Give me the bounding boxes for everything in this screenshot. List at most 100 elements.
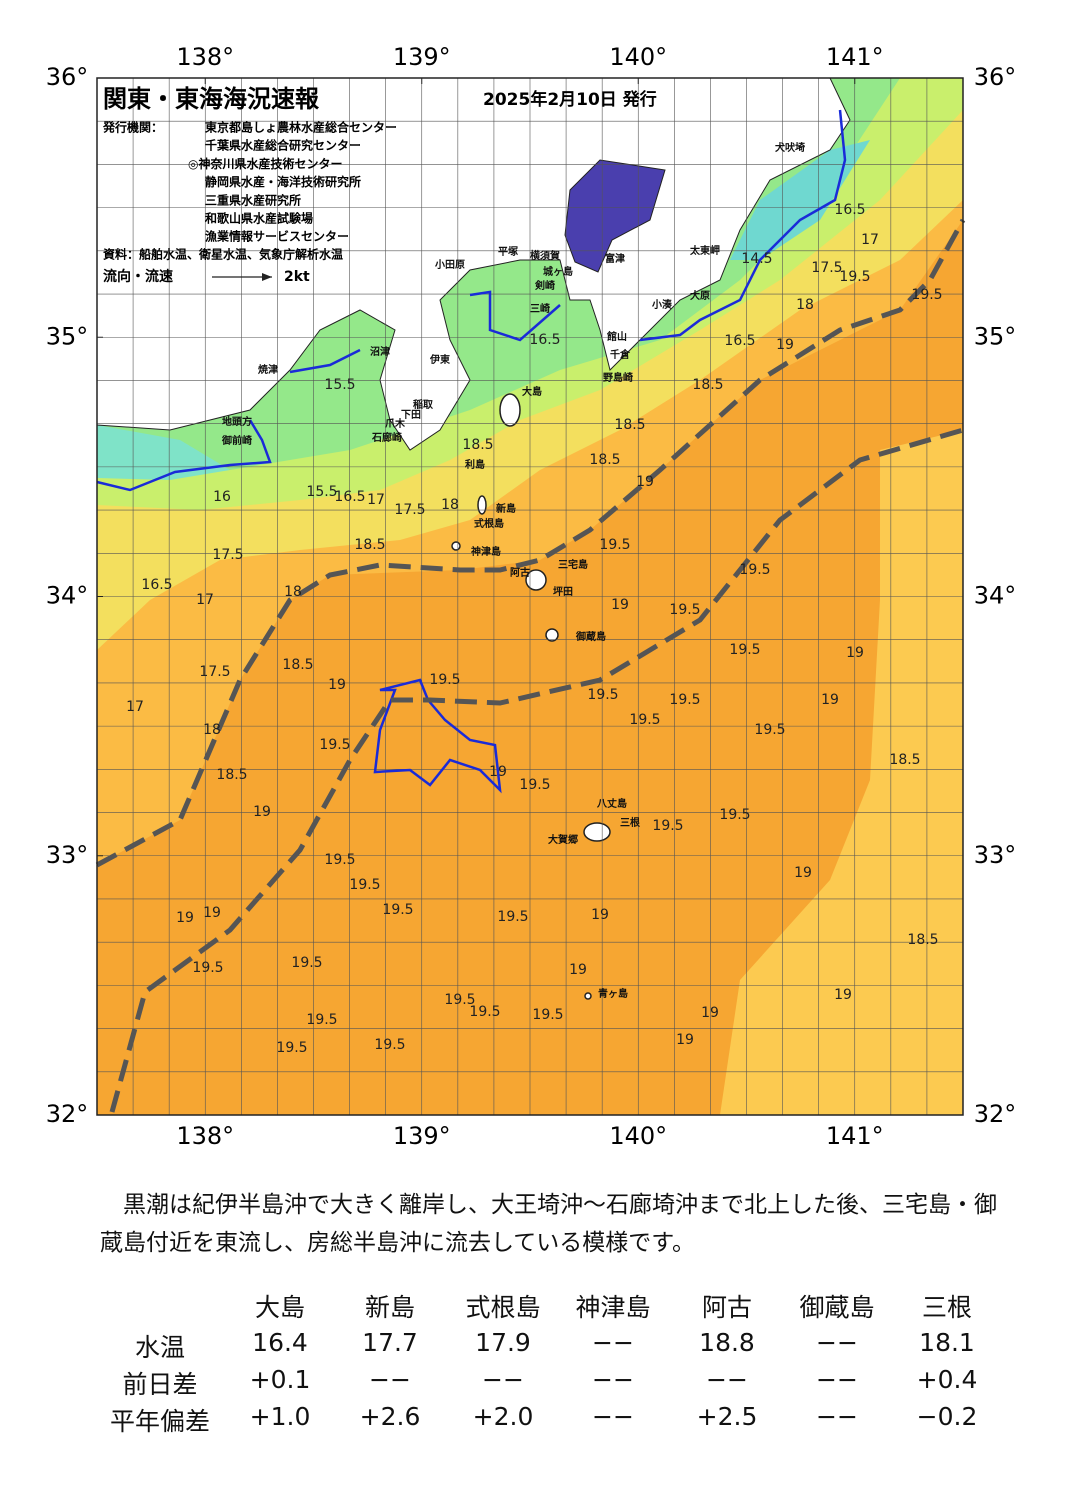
column-header: 新島 (364, 1293, 416, 1322)
island (583, 822, 611, 842)
place-name: 阿古 (510, 566, 530, 579)
cell: 18.8 (699, 1328, 755, 1357)
contour-label: 19 (203, 905, 221, 921)
cell: −− (592, 1402, 634, 1431)
contour-label: 15.5 (306, 484, 337, 500)
legend-speed: 2kt (284, 269, 310, 285)
y-tick-label: 36° (974, 63, 1017, 91)
contour-line (96, 419, 272, 492)
y-tick-label: 32° (46, 1100, 89, 1128)
contour-label: 17 (367, 492, 385, 508)
contour-label: 19.5 (349, 877, 380, 893)
place-name: 大原 (690, 289, 710, 302)
y-tick-label: 33° (974, 841, 1017, 869)
legend-label: 流向・流速 (103, 268, 173, 285)
contour-label: 19 (253, 804, 271, 820)
cell: +0.4 (916, 1365, 978, 1394)
row-label: 平年偏差 (109, 1407, 211, 1436)
contour-label: 18.5 (282, 657, 313, 673)
place-name: 太東岬 (689, 244, 720, 257)
contour-label: 17 (126, 699, 144, 715)
place-name: 御蔵島 (575, 630, 606, 643)
place-name: 小湊 (651, 298, 673, 311)
contour-label: 19 (569, 962, 587, 978)
y-tick-label: 36° (46, 63, 89, 91)
contour-label: 19 (328, 677, 346, 693)
place-name: 野島崎 (603, 371, 633, 384)
grid (97, 78, 963, 1115)
cell: −− (816, 1328, 858, 1357)
contour-label: 18.5 (354, 537, 385, 553)
contour-label: 19.5 (532, 1007, 563, 1023)
cell: 17.9 (475, 1328, 531, 1357)
cell: +2.0 (472, 1402, 534, 1431)
sea-band (97, 425, 230, 480)
contour-label: 19.5 (192, 960, 223, 976)
x-tick-label: 140° (609, 1122, 667, 1150)
contour-label: 17 (861, 232, 879, 248)
kuroshio (95, 218, 966, 1113)
contour-label: 16.5 (724, 333, 755, 349)
contour-label: 19.5 (382, 902, 413, 918)
y-tick-label: 35° (974, 322, 1017, 350)
place-name: 御前崎 (221, 434, 252, 447)
contour-label: 19 (776, 337, 794, 353)
place-name: 坪田 (553, 585, 573, 598)
blue-contours (96, 109, 847, 794)
contour-label: 19.5 (319, 737, 350, 753)
place-name: 横須賀 (530, 249, 560, 262)
sea-band (720, 430, 963, 1115)
place-name: 爪木 (385, 417, 406, 430)
y-tick-label: 35° (46, 322, 89, 350)
place-name: 伊東 (429, 353, 450, 366)
contour-label: 16.5 (141, 577, 172, 593)
contour-label: 19.5 (719, 807, 750, 823)
place-name: 剣崎 (534, 279, 555, 292)
place-name: 石廊崎 (371, 431, 402, 444)
place-name: 焼津 (258, 363, 278, 376)
contour-label: 19.5 (519, 777, 550, 793)
place-name: 城ヶ島 (543, 265, 573, 278)
contour-label: 19.5 (669, 602, 700, 618)
contour-label: 19 (636, 474, 654, 490)
contour-label: 18.5 (589, 452, 620, 468)
contour-label: 19.5 (374, 1037, 405, 1053)
place-name: 沼津 (370, 345, 390, 358)
place-name: 三宅島 (558, 558, 588, 571)
place-name: 下田 (401, 409, 421, 421)
place-name: 千倉 (610, 348, 631, 361)
contour-label: 16.5 (334, 489, 365, 505)
issuer: 和歌山県水産試験場 (204, 211, 313, 226)
place-name: 平塚 (498, 245, 518, 258)
contour-label: 17.5 (212, 547, 243, 563)
description: 黒潮は紀伊半島沖で大きく離岸し、大王埼沖～石廊埼沖まで北上した後、三宅島・御蔵島… (100, 1192, 997, 1256)
cell: 17.7 (362, 1328, 418, 1357)
x-tick-label: 140° (609, 43, 667, 71)
cell: −− (592, 1365, 634, 1394)
contour-label: 14.5 (741, 251, 772, 267)
cell: 18.1 (919, 1328, 975, 1357)
contour-label: 18.5 (907, 932, 938, 948)
kuroshio-axis (109, 427, 964, 1113)
place-name: 大賀郷 (548, 833, 578, 846)
issuer: 東京都島しょ農林水産総合センター (205, 120, 397, 135)
contour-label: 19 (676, 1032, 694, 1048)
x-tick-label: 139° (393, 43, 451, 71)
place-name: 地頭方 (222, 415, 252, 428)
contour-label: 19.5 (839, 269, 870, 285)
column-header: 阿古 (701, 1293, 753, 1322)
contour-label: 18.5 (216, 767, 247, 783)
place-name: 富津 (605, 252, 625, 265)
kuroshio-edge (95, 218, 966, 868)
contour-label: 18 (203, 722, 221, 738)
x-tick-label: 141° (826, 43, 884, 71)
island (545, 628, 559, 642)
column-header: 神津島 (575, 1293, 651, 1322)
contour-label: 19 (846, 645, 864, 661)
cell: −− (816, 1365, 858, 1394)
contour-line (639, 109, 847, 342)
issue-date: 2025年2月10日 発行 (483, 89, 657, 110)
issuer-label: 発行機関： (102, 120, 163, 135)
place-name: 館山 (606, 330, 627, 343)
